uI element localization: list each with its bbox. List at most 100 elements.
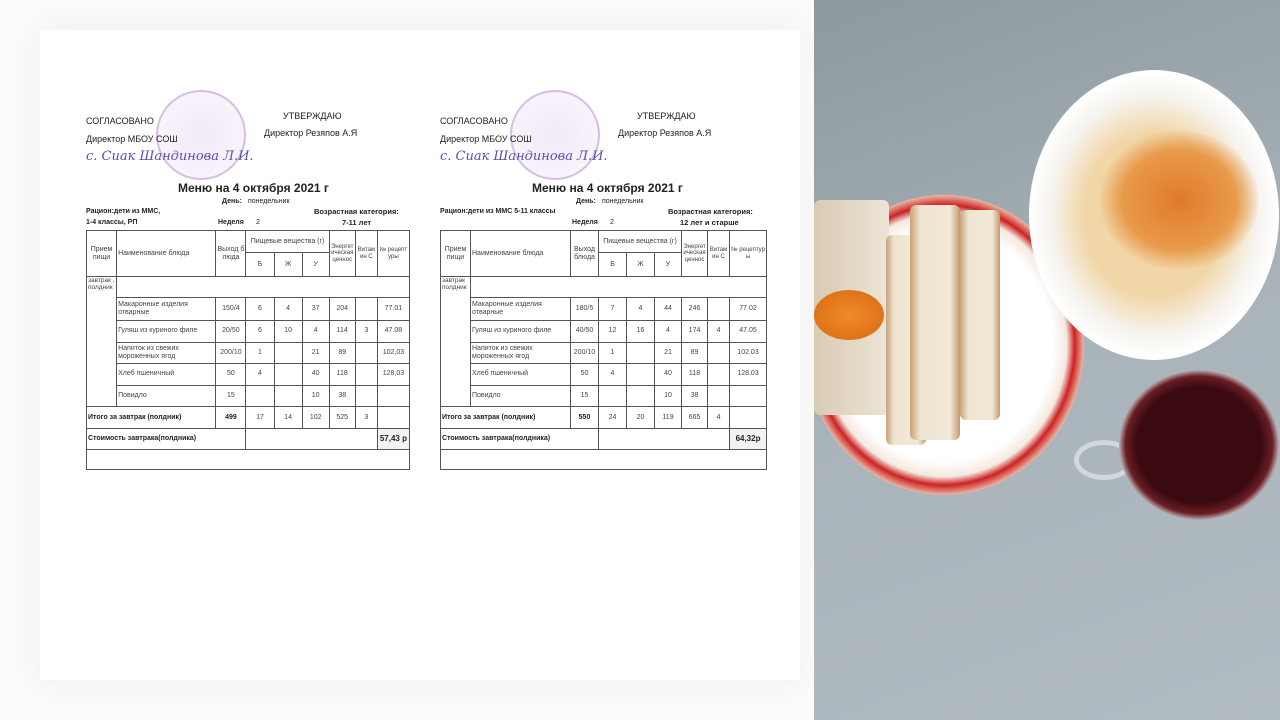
menu-title: Меню на 4 октября 2021 г <box>532 181 683 195</box>
dish-name: Макаронные изделия отварные <box>470 297 571 321</box>
carbs: 10 <box>301 384 330 407</box>
stamp <box>510 90 600 180</box>
day-value: понедельник <box>248 198 290 205</box>
protein <box>598 384 627 407</box>
header-energy: Энергетическая ценнос <box>681 230 709 277</box>
yield: 20/50 <box>215 320 247 343</box>
yield: 15 <box>570 384 599 407</box>
cost-row: Стоимость завтрака(полдника) 57,43 р <box>85 428 411 450</box>
cup-of-berry-drink <box>1119 370 1279 520</box>
dish-name: Повидло <box>116 384 217 407</box>
carbs: 40 <box>653 363 683 386</box>
header-yield: Выход блюда <box>570 230 599 277</box>
yield: 40/50 <box>570 320 599 343</box>
jam <box>814 290 884 340</box>
fat: 16 <box>626 320 655 343</box>
menu-1: СОГЛАСОВАНО Директор МБОУ СОШ с. Сиак Ша… <box>85 90 416 480</box>
menu-table: Прием пищи Наименование блюда Выход блюд… <box>85 230 411 470</box>
table-row: Напиток из свежих мороженных ягод 200/10 1… <box>87 341 411 364</box>
energy: 204 <box>328 297 356 321</box>
recipe-number: 47.08 <box>376 320 411 343</box>
ration-line-2: 1-4 классы, РП <box>86 219 138 226</box>
age-label: Возрастная категория: <box>314 207 399 216</box>
dish-name: Напиток из свежих мороженных ягод <box>470 341 571 364</box>
yield: 50 <box>570 363 599 386</box>
age-value: 12 лет и старше <box>680 218 739 227</box>
energy: 38 <box>328 384 356 407</box>
header-dish: Наименование блюда <box>116 230 217 277</box>
total-value: 24 <box>598 406 627 429</box>
carbs: 21 <box>653 341 683 364</box>
header-vitamin-c: Витамин С <box>354 230 378 277</box>
recipe-number <box>729 384 768 407</box>
meal-cell: завтрак , полдник <box>85 276 118 407</box>
protein: 12 <box>598 320 627 343</box>
total-row: Итого за завтрак (полдник) 550 24 20 119 665… <box>440 406 768 429</box>
agreed-by: Директор МБОУ СОШ <box>86 134 178 144</box>
dish-name: Повидло <box>470 384 571 407</box>
table-row: Макаронные изделия отварные 180/5 7 4 44 246 7… <box>441 297 768 321</box>
approved-label: УТВЕРЖДАЮ <box>283 111 342 121</box>
header-fat: Ж <box>273 252 303 277</box>
header-yield: Выход блюда <box>215 230 247 277</box>
energy: 174 <box>681 320 709 343</box>
dish-name: Хлеб пшеничный <box>116 363 217 386</box>
dish-name: Гуляш из куриного филе <box>116 320 217 343</box>
total-value: 665 <box>681 406 709 429</box>
total-label: Итого за завтрак (полдник) <box>440 406 571 429</box>
header-protein: Б <box>245 252 275 277</box>
total-value: 550 <box>570 406 599 429</box>
fat <box>273 384 303 407</box>
cost-label: Стоимость завтрака(полдника) <box>440 428 599 450</box>
header-fat: Ж <box>626 252 655 277</box>
blank-row <box>439 449 768 470</box>
carbs: 4 <box>301 320 330 343</box>
recipe-number: 77.02 <box>729 297 768 321</box>
protein: 6 <box>245 320 275 343</box>
table-row: Макаронные изделия отварные 150/4 6 4 37 204 7… <box>87 297 411 321</box>
header-nutrients: Пищевые вещества (г) <box>245 230 330 253</box>
protein: 4 <box>598 363 627 386</box>
recipe-number: 102,03 <box>376 341 411 364</box>
approved-by: Директор Резяпов А.Я <box>264 128 358 138</box>
vitamin-c <box>354 297 378 321</box>
yield: 150/4 <box>215 297 247 321</box>
fat <box>626 341 655 364</box>
protein: 1 <box>598 341 627 364</box>
vitamin-c: 4 <box>707 320 731 343</box>
chicken-goulash <box>1099 130 1259 270</box>
carbs: 40 <box>301 363 330 386</box>
energy: 118 <box>328 363 356 386</box>
vitamin-c: 3 <box>354 320 378 343</box>
recipe-number: 128.03 <box>729 363 768 386</box>
fat <box>626 363 655 386</box>
menu-title: Меню на 4 октября 2021 г <box>178 181 329 195</box>
protein: 4 <box>245 363 275 386</box>
bread-slice <box>910 205 960 440</box>
day-label: День: <box>576 198 596 205</box>
agreed-by: Директор МБОУ СОШ <box>440 134 532 144</box>
total-value: 17 <box>245 406 275 429</box>
approved-by: Директор Резяпов А.Я <box>618 128 712 138</box>
header-energy: Энергетическая ценнос <box>328 230 356 277</box>
fat <box>626 384 655 407</box>
yield: 180/5 <box>570 297 599 321</box>
signature: с. Сиак Шандинова Л.И. <box>86 149 254 164</box>
header-nutrients: Пищевые вещества (г) <box>597 230 683 253</box>
approved-label: УТВЕРЖДАЮ <box>637 111 696 121</box>
table-row: Хлеб пшеничный 50 4 40 118 128,03 <box>87 363 411 386</box>
energy: 89 <box>328 341 356 364</box>
header-meal: Прием пищи <box>85 230 118 277</box>
carbs: 37 <box>301 297 330 321</box>
meal-photo <box>814 0 1280 720</box>
week-label: Неделя <box>572 219 598 226</box>
protein: 6 <box>245 297 275 321</box>
cost-row: Стоимость завтрака(полдника) 64,32р <box>440 428 768 450</box>
carbs: 44 <box>653 297 683 321</box>
vitamin-c <box>707 363 731 386</box>
dish-name: Макаронные изделия отварные <box>116 297 217 321</box>
vitamin-c <box>354 363 378 386</box>
table-row: Повидло 15 10 38 <box>441 384 768 407</box>
header-meal: Прием пищи <box>440 230 471 277</box>
protein: 1 <box>245 341 275 364</box>
